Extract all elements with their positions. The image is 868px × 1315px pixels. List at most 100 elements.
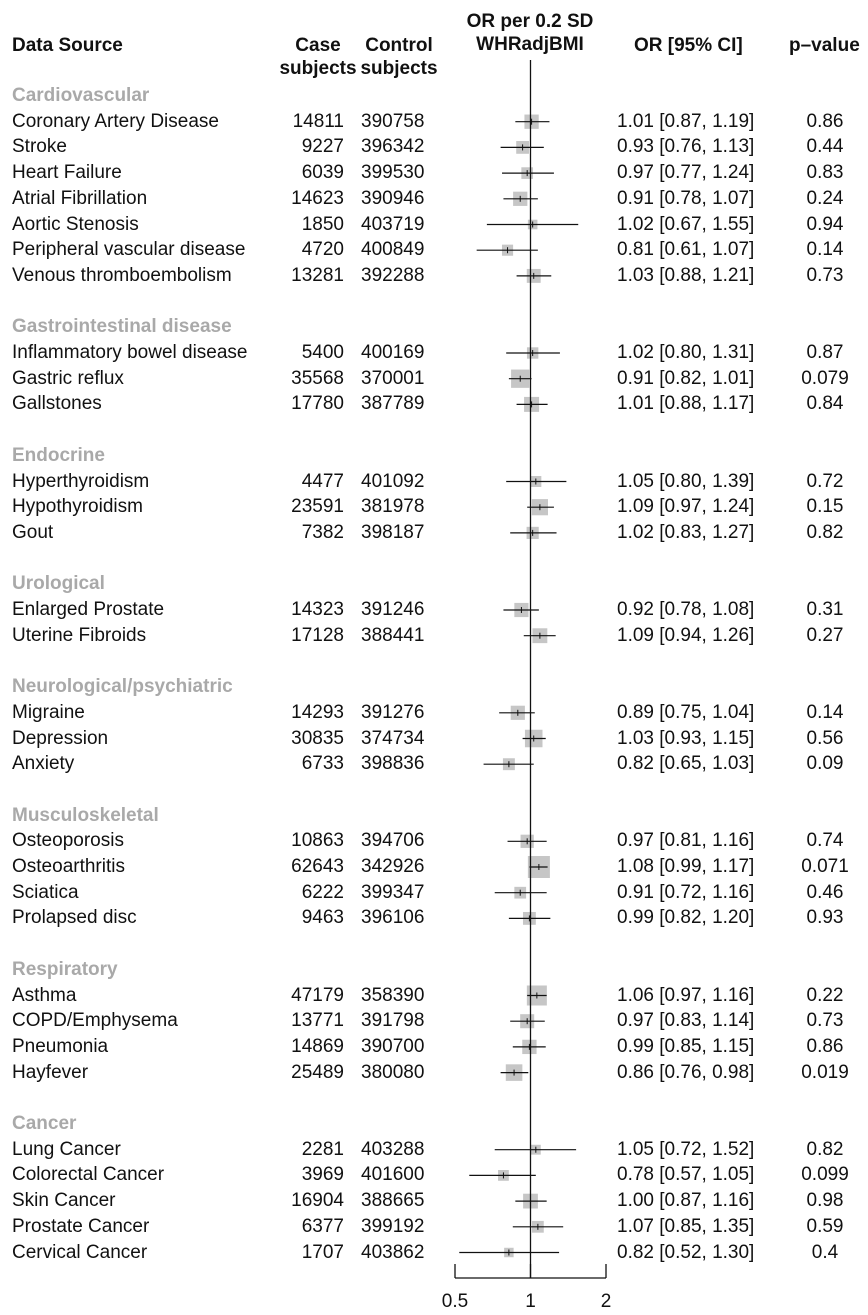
row-cases: 6733 [301,753,344,775]
header-case-subjects: Case subjects [278,34,358,80]
row-p-value: 0.73 [806,264,844,286]
row-controls: 398836 [361,753,425,775]
row-p-value: 0.4 [811,1241,839,1263]
row-or-ci: 1.01 [0.87, 1.19] [617,110,755,132]
row-label: Hayfever [12,1061,89,1083]
row-label: Uterine Fibroids [12,624,147,646]
row-cases: 6039 [301,162,344,184]
row-p-value: 0.74 [806,830,844,852]
row-or-ci: 0.97 [0.81, 1.16] [617,830,755,852]
row-cases: 9227 [301,136,344,158]
group-heading: Urological [12,573,105,595]
row-cases: 16904 [291,1190,344,1212]
row-or-ci: 0.97 [0.77, 1.24] [617,162,755,184]
row-p-value: 0.14 [806,701,844,723]
row-label: Enlarged Prostate [12,599,165,620]
row-p-value: 0.071 [801,856,849,877]
row-cases: 1707 [301,1241,344,1263]
row-controls: 401600 [361,1164,425,1186]
row-p-value: 0.86 [806,1035,844,1057]
row-label: Anxiety [12,753,75,775]
row-or-ci: 1.08 [0.99, 1.17] [617,856,755,877]
header-p-value: p–value [789,35,860,56]
row-p-value: 0.56 [806,727,844,749]
row-controls: 399192 [361,1215,425,1237]
row-cases: 25489 [291,1061,344,1083]
row-controls: 391246 [361,599,425,620]
row-cases: 1850 [301,213,344,235]
row-cases: 47179 [291,984,344,1006]
row-cases: 7382 [301,521,344,543]
row-p-value: 0.079 [801,367,849,389]
row-or-ci: 0.99 [0.85, 1.15] [617,1035,755,1057]
row-p-value: 0.44 [806,136,844,158]
row-label: Prolapsed disc [12,907,137,929]
row-or-ci: 0.91 [0.72, 1.16] [617,881,755,903]
row-label: Hyperthyroidism [12,470,150,492]
row-cases: 35568 [291,367,344,389]
row-or-ci: 0.97 [0.83, 1.14] [617,1010,755,1032]
group-heading: Neurological/psychiatric [12,676,233,698]
row-controls: 401092 [361,470,425,492]
row-cases: 13281 [291,264,344,286]
row-cases: 17128 [291,624,344,646]
row-controls: 390758 [361,110,425,132]
row-p-value: 0.98 [806,1190,844,1212]
row-or-ci: 1.09 [0.94, 1.26] [617,624,755,646]
row-controls: 387789 [361,393,425,415]
row-cases: 4477 [301,470,344,492]
row-cases: 14869 [291,1035,344,1057]
row-or-ci: 0.91 [0.78, 1.07] [617,187,755,209]
row-controls: 390946 [361,187,425,209]
row-or-ci: 1.05 [0.72, 1.52] [617,1138,755,1160]
row-label: Colorectal Cancer [12,1164,165,1186]
row-or-ci: 1.05 [0.80, 1.39] [617,470,755,492]
row-controls: 398187 [361,521,425,543]
row-p-value: 0.019 [801,1061,849,1083]
header-case-line1: Case [295,35,341,56]
row-label: Stroke [12,136,67,158]
row-label: Gallstones [12,393,102,415]
row-or-ci: 0.92 [0.78, 1.08] [617,599,755,620]
row-p-value: 0.099 [801,1164,849,1186]
header-control-subjects: Control subjects [356,34,442,80]
row-p-value: 0.86 [806,110,844,132]
row-label: Cervical Cancer [12,1241,148,1263]
row-p-value: 0.83 [806,162,844,184]
row-or-ci: 1.07 [0.85, 1.35] [617,1215,755,1237]
row-label: Prostate Cancer [12,1215,150,1237]
x-axis-tick-label: 1 [525,1291,536,1312]
row-or-ci: 1.03 [0.88, 1.21] [617,264,755,286]
header-plot-line2: WHRadjBMI [476,34,584,55]
row-cases: 5400 [301,342,344,363]
row-label: Skin Cancer [12,1190,116,1212]
row-or-ci: 0.99 [0.82, 1.20] [617,907,755,929]
row-controls: 400169 [361,342,425,363]
row-label: Pneumonia [12,1035,109,1057]
row-cases: 4720 [301,239,344,261]
row-controls: 399530 [361,162,425,184]
row-label: Coronary Artery Disease [12,110,219,132]
row-label: Lung Cancer [12,1138,121,1160]
row-or-ci: 0.81 [0.61, 1.07] [617,239,755,261]
row-or-ci: 0.89 [0.75, 1.04] [617,701,755,723]
header-control-line1: Control [365,35,433,56]
header-data-source: Data Source [12,35,123,56]
row-p-value: 0.22 [806,984,844,1006]
row-or-ci: 1.00 [0.87, 1.16] [617,1190,755,1212]
row-cases: 23591 [291,496,344,518]
row-cases: 30835 [291,727,344,749]
row-label: Depression [12,727,109,749]
row-or-ci: 0.91 [0.82, 1.01] [617,367,755,389]
group-heading: Gastrointestinal disease [12,316,232,338]
row-controls: 403862 [361,1241,425,1263]
row-cases: 13771 [291,1010,344,1032]
row-cases: 14623 [291,187,344,209]
row-or-ci: 0.86 [0.76, 0.98] [617,1061,755,1083]
row-label: Osteoporosis [12,830,124,852]
row-controls: 390700 [361,1035,425,1057]
row-label: Hypothyroidism [12,496,143,518]
row-p-value: 0.82 [806,1138,844,1160]
